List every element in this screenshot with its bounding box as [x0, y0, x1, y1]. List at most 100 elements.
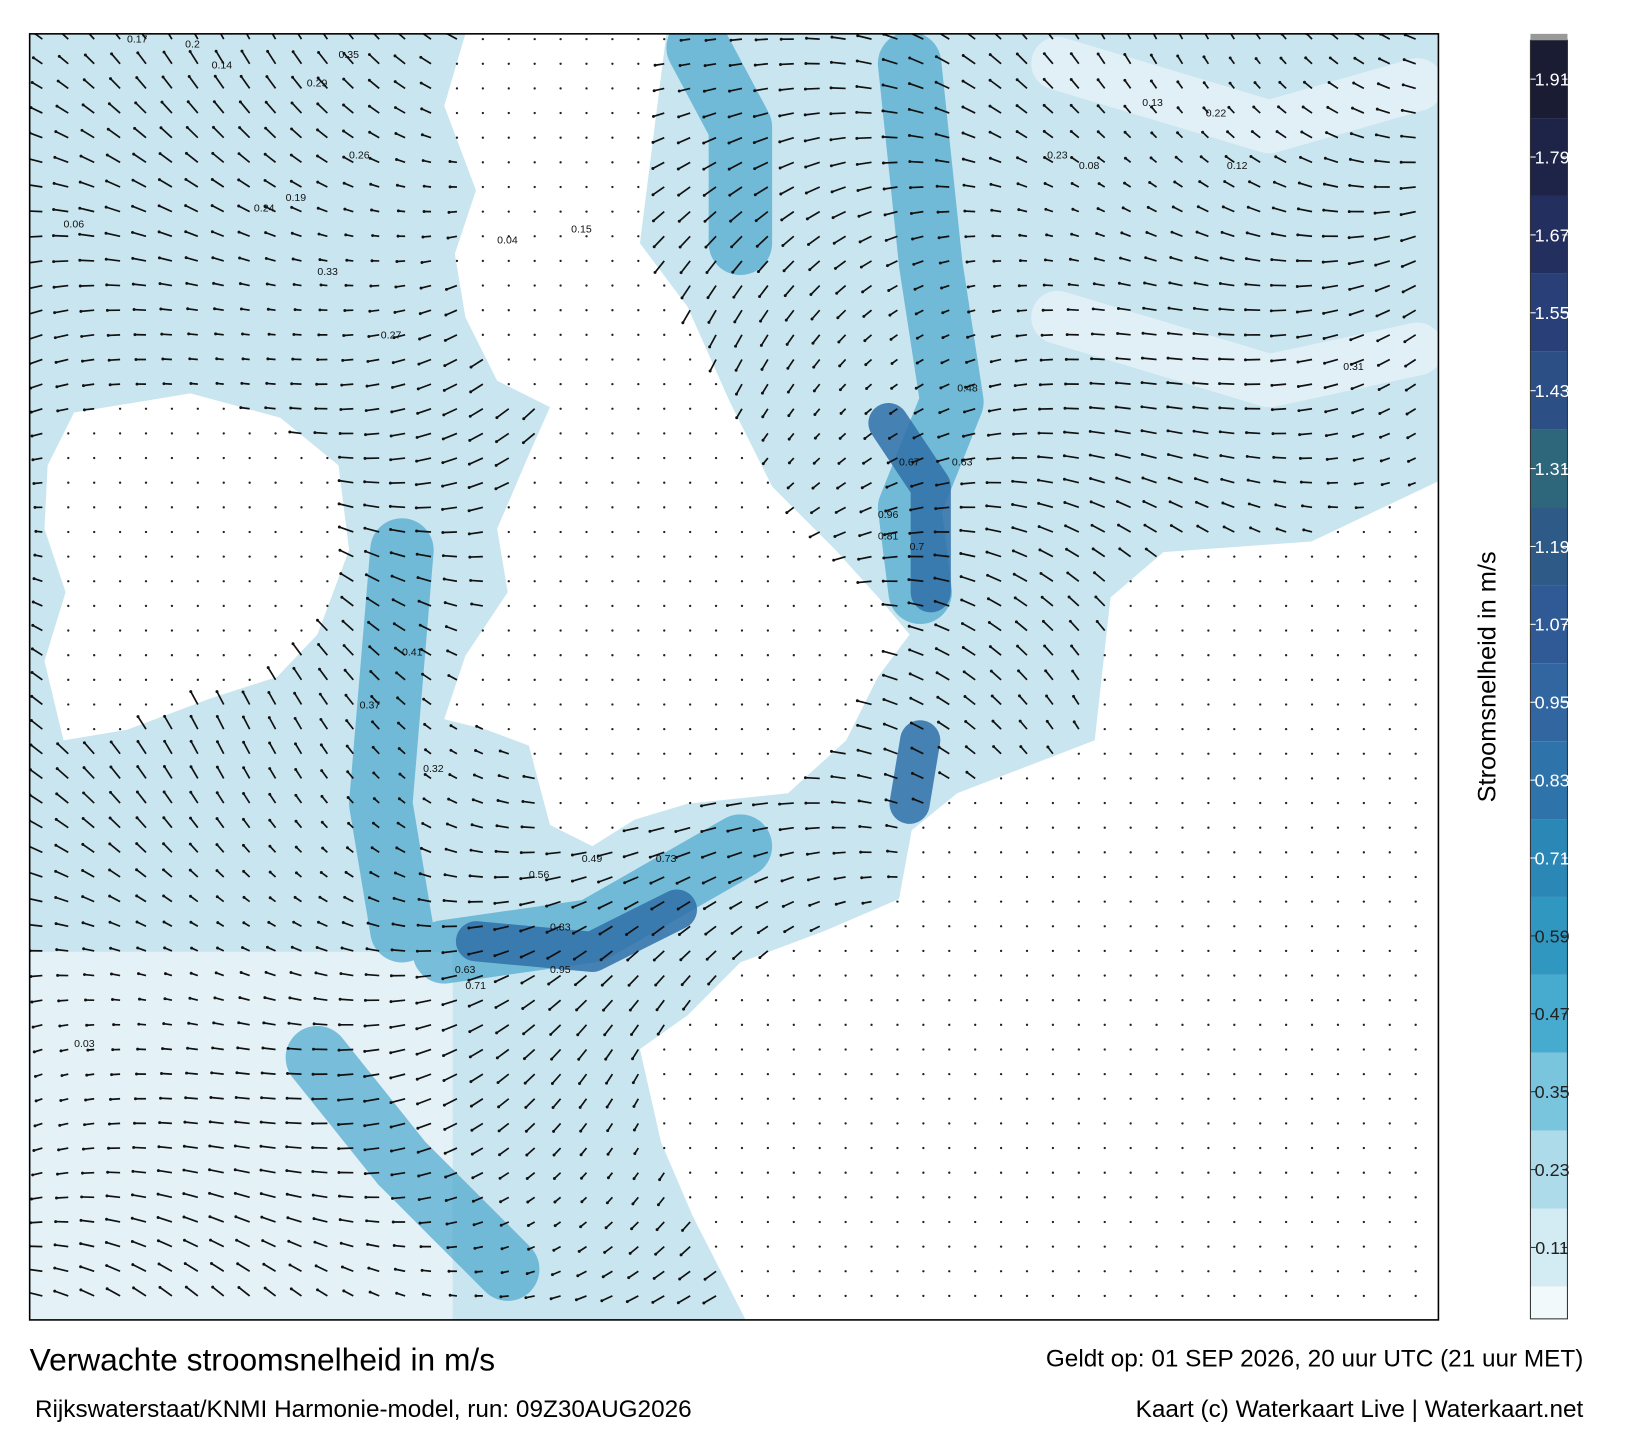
land-dot	[482, 137, 484, 139]
land-dot	[1285, 925, 1287, 927]
land-dot	[1415, 1147, 1417, 1149]
land-dot	[1337, 555, 1339, 557]
land-dot	[1207, 950, 1209, 952]
land-dot	[1337, 728, 1339, 730]
arrow-head	[1277, 105, 1280, 108]
arrow-head	[652, 193, 655, 196]
arrow-head	[367, 621, 370, 624]
land-dot	[1078, 1196, 1080, 1198]
land-dot	[896, 1098, 898, 1100]
land-dot	[1078, 950, 1080, 952]
arrow-head	[1403, 58, 1406, 61]
land-dot	[715, 679, 717, 681]
land-dot	[119, 457, 121, 459]
land-dot	[559, 753, 561, 755]
arrow-head	[1328, 81, 1331, 84]
current-arrow	[938, 212, 949, 213]
land-dot	[1078, 753, 1080, 755]
arrow-head	[132, 1286, 135, 1289]
arrow-head	[990, 209, 993, 212]
arrow-head	[390, 1000, 393, 1003]
land-dot	[741, 1073, 743, 1075]
arrow-head	[389, 482, 392, 485]
arrow-head	[935, 107, 938, 110]
land-dot	[534, 309, 536, 311]
land-dot	[508, 112, 510, 114]
arrow-head	[916, 362, 919, 365]
land-dot	[585, 112, 587, 114]
land-dot	[1337, 1147, 1339, 1149]
land-dot	[1259, 827, 1261, 829]
arrow-head	[1041, 334, 1044, 337]
land-dot	[844, 1147, 846, 1149]
arrow-head	[679, 64, 682, 67]
land-dot	[1337, 580, 1339, 582]
arrow-head	[216, 869, 219, 872]
land-dot	[974, 974, 976, 976]
arrow-head	[986, 481, 989, 484]
arrow-head	[705, 39, 708, 42]
land-dot	[611, 432, 613, 434]
arrow-head	[728, 168, 731, 171]
arrow-head	[82, 947, 85, 950]
arrow-head	[985, 504, 988, 507]
land-dot	[1052, 1221, 1054, 1223]
arrow-head	[417, 1151, 420, 1154]
land-dot	[1129, 679, 1131, 681]
arrow-head	[989, 28, 992, 31]
land-dot	[1104, 1295, 1106, 1297]
land-dot	[1233, 876, 1235, 878]
current-arrow	[781, 64, 794, 65]
arrow-head	[652, 115, 655, 118]
arrow-head	[1043, 156, 1046, 159]
arrow-head	[236, 1262, 239, 1265]
arrow-head	[812, 366, 815, 369]
land-dot	[896, 1122, 898, 1124]
arrow-head	[52, 208, 55, 211]
arrow-head	[833, 242, 836, 245]
title: Verwachte stroomsnelheid in m/s	[30, 1342, 495, 1378]
land-dot	[948, 1024, 950, 1026]
arrow-head	[363, 504, 366, 507]
land-dot	[67, 654, 69, 656]
current-arrow	[1017, 335, 1027, 336]
land-dot	[974, 1245, 976, 1247]
arrow-head	[268, 716, 271, 719]
arrow-head	[288, 996, 291, 999]
land-dot	[767, 1245, 769, 1247]
current-arrow	[1117, 358, 1131, 359]
arrow-head	[422, 698, 425, 701]
land-dot	[171, 580, 173, 582]
land-dot	[145, 703, 147, 705]
land-dot	[637, 161, 639, 163]
arrow-head	[1016, 130, 1019, 133]
land-dot	[1285, 1221, 1287, 1223]
land-dot	[922, 1295, 924, 1297]
land-dot	[663, 679, 665, 681]
land-dot	[1052, 1098, 1054, 1100]
land-dot	[689, 753, 691, 755]
land-dot	[611, 482, 613, 484]
land-dot	[119, 432, 121, 434]
land-dot	[689, 383, 691, 385]
arrow-head	[317, 333, 320, 336]
arrow-head	[753, 855, 756, 858]
land-dot	[689, 1172, 691, 1174]
land-dot	[767, 1024, 769, 1026]
land-dot	[767, 1122, 769, 1124]
arrow-head	[625, 933, 628, 936]
land-dot	[637, 112, 639, 114]
land-dot	[508, 260, 510, 262]
arrow-head	[394, 54, 397, 57]
land-dot	[1415, 555, 1417, 557]
current-arrow	[262, 1073, 275, 1074]
arrow-head	[239, 406, 242, 409]
arrow-head	[1296, 336, 1299, 339]
arrow-head	[238, 126, 241, 129]
arrow-head	[911, 772, 914, 775]
land-dot	[248, 482, 250, 484]
land-dot	[1052, 974, 1054, 976]
arrow-head	[288, 1263, 291, 1266]
land-dot	[611, 654, 613, 656]
land-dot	[948, 999, 950, 1001]
